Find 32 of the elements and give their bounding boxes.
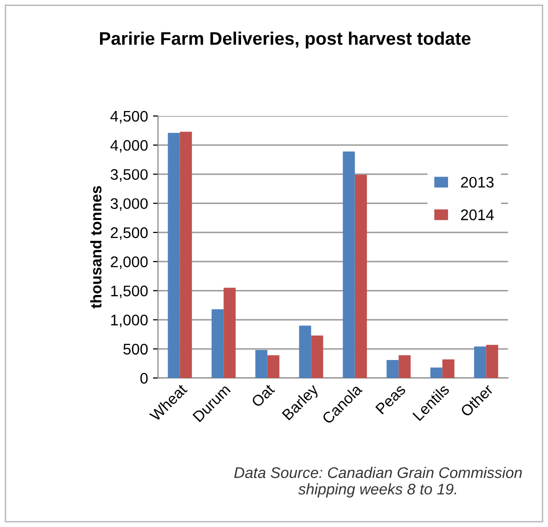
bar <box>180 132 192 378</box>
y-axis-title: thousand tonnes <box>90 186 102 308</box>
x-tick-label: Oat <box>250 383 276 408</box>
bar <box>168 132 180 378</box>
bar <box>267 355 280 378</box>
y-tick-label: 4,000 <box>110 140 148 153</box>
y-tick-label: 4,500 <box>110 110 148 124</box>
y-tick-label: 1,000 <box>111 314 148 328</box>
y-tick-label: 3,500 <box>110 169 148 182</box>
y-tick-label: 2,500 <box>110 227 148 240</box>
bar <box>224 288 236 378</box>
y-tick-label: 1,500 <box>111 286 148 298</box>
legend-label: 2013 <box>461 176 494 188</box>
y-tick-label: 0 <box>140 372 148 384</box>
bar <box>255 350 268 378</box>
bar <box>386 360 399 378</box>
bar <box>442 359 454 378</box>
bar <box>354 174 367 378</box>
bar <box>311 336 324 378</box>
bar <box>342 152 355 378</box>
y-tick-label: 2,000 <box>110 256 148 270</box>
bar <box>486 344 498 378</box>
y-tick-label: 500 <box>123 344 148 355</box>
y-tick-label: 3,000 <box>110 198 148 211</box>
legend-label: 2014 <box>461 209 494 220</box>
bar <box>398 355 411 378</box>
chart-title: Paririe Farm Deliveries, post harvest todate <box>100 32 471 48</box>
bar <box>212 309 224 378</box>
bar <box>474 346 486 378</box>
bar <box>430 368 442 378</box>
source-note: Data Source: Canadian Grain Commission shipping weeks 8 to 19. <box>234 466 522 498</box>
bar <box>299 326 312 378</box>
